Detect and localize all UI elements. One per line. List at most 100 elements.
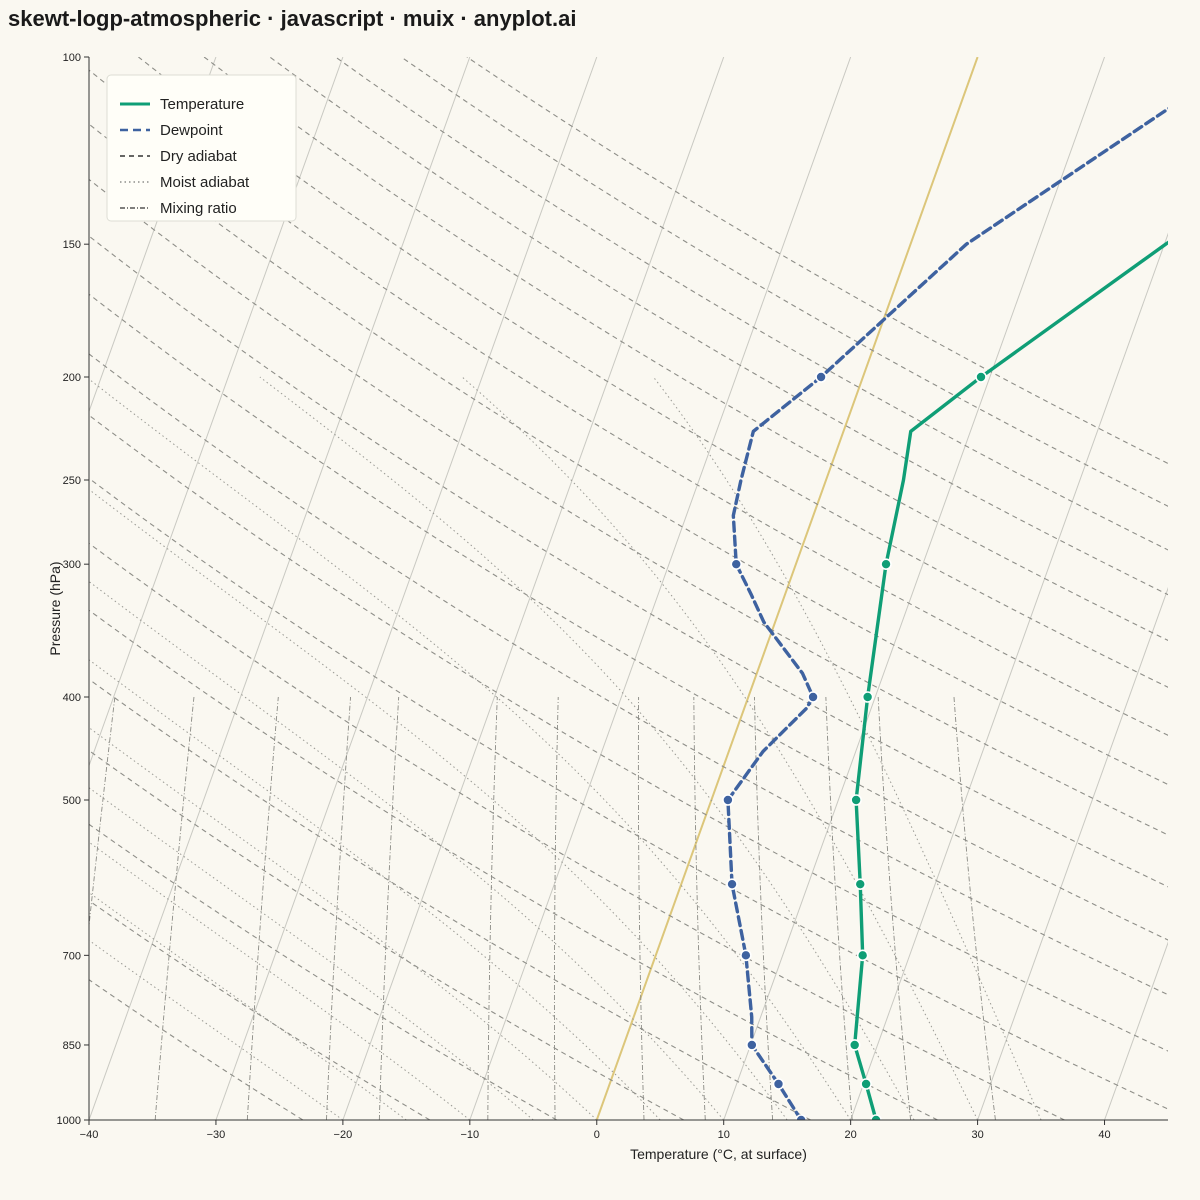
mixing-ratio-line: [246, 696, 279, 1120]
dry-adiabat-line: [89, 609, 938, 1120]
mixing-ratio-line: [553, 696, 559, 1120]
y-tick-label: 300: [63, 559, 81, 571]
dewpoint-point: [726, 878, 738, 890]
isotherm-line: [469, 57, 852, 1120]
y-tick-label: 1000: [57, 1115, 81, 1127]
legend: Temperature Dewpoint Dry adiabat Moist adia…: [106, 74, 297, 222]
moist-adiabat-line: [89, 659, 661, 1120]
isotherm-line: [215, 57, 598, 1120]
y-tick-label: 100: [63, 52, 81, 64]
dry-adiabat-line: [89, 178, 1168, 836]
x-tick-label: −10: [460, 1129, 479, 1141]
temperature-line: [852, 240, 1168, 1120]
x-tick-label: −20: [334, 1129, 353, 1141]
mixing-ratio-line: [825, 696, 853, 1120]
dewpoint-line: [726, 106, 1168, 1120]
dry-adiabat-line: [89, 414, 1168, 1052]
mixing-ratio-line: [693, 696, 706, 1120]
x-tick-label: 20: [845, 1129, 857, 1141]
dewpoint-point: [746, 1039, 758, 1051]
dry-adiabat-line: [269, 57, 1168, 596]
temperature-point: [860, 1078, 872, 1090]
dry-adiabat-line: [89, 899, 431, 1120]
dry-adiabat-line: [89, 477, 1168, 1110]
dry-adiabat-line: [89, 678, 811, 1120]
dewpoint-point: [795, 1114, 807, 1120]
moist-adiabat-line: [89, 580, 725, 1120]
dewpoint-point: [730, 558, 743, 570]
isotherm-line: [89, 57, 344, 768]
dry-adiabat-line: [203, 57, 1168, 642]
background-lines: [89, 57, 1168, 1120]
temperature-point: [848, 1039, 861, 1051]
x-axis-label: Temperature (°C, at surface): [630, 1146, 807, 1162]
dry-adiabat-line: [400, 57, 1168, 507]
legend-label: Mixing ratio: [160, 200, 237, 217]
y-tick-label: 250: [63, 475, 81, 487]
mixing-ratio-line: [953, 696, 996, 1120]
dry-adiabat-line: [89, 353, 1168, 996]
x-tick-label: −30: [207, 1129, 226, 1141]
mixing-ratio-line: [753, 696, 774, 1120]
legend-label: Dewpoint: [160, 122, 223, 139]
mixing-ratio-line: [154, 696, 195, 1120]
mixing-ratio-line: [326, 696, 352, 1120]
temperature-point: [870, 1114, 882, 1120]
isotherm-line: [89, 57, 217, 413]
dry-adiabat-line: [89, 123, 1168, 786]
y-tick-label: 700: [63, 950, 81, 962]
dewpoint-point: [807, 691, 819, 703]
isotherm-line: [595, 57, 979, 1120]
axes: −40 −30 −20 −10 0 10 20 30 40 1000 850 700 500 400 300…: [47, 52, 1168, 1162]
moist-adiabat-line: [89, 939, 344, 1120]
dry-adiabat-line: [89, 293, 1168, 941]
dewpoint-point: [740, 949, 752, 962]
chart-title: skewt-logp-atmospheric · javascript · mu…: [8, 6, 577, 31]
legend-label: Temperature: [160, 96, 244, 113]
dewpoint-point: [772, 1078, 785, 1090]
series-lines: [722, 106, 1168, 1120]
dry-adiabat-line: [89, 542, 1065, 1120]
y-axis-label: Pressure (hPa): [47, 561, 63, 655]
temperature-point: [880, 558, 892, 570]
isotherm-line: [1104, 941, 1168, 1120]
moist-adiabat-line: [89, 378, 852, 1120]
mixing-ratio-line: [637, 696, 645, 1120]
legend-label: Dry adiabat: [160, 148, 238, 165]
y-tick-label: 500: [63, 795, 81, 807]
temperature-point: [850, 794, 862, 806]
temperature-point: [856, 949, 869, 962]
mixing-ratio-line: [89, 696, 116, 930]
mixing-ratio-line: [378, 696, 400, 1120]
x-tick-label: 40: [1098, 1129, 1110, 1141]
dry-adiabat-line: [89, 235, 1168, 888]
x-tick-label: 0: [594, 1129, 600, 1141]
y-tick-label: 200: [63, 372, 81, 384]
moist-adiabat-line: [89, 892, 407, 1120]
temperature-point: [854, 878, 867, 890]
isotherm-line: [342, 57, 725, 1120]
isotherm-line: [723, 57, 1106, 1120]
legend-box: [106, 74, 297, 222]
moist-adiabat-line: [259, 376, 915, 1120]
dewpoint-point: [722, 794, 734, 806]
temperature-point: [861, 691, 874, 703]
dewpoint-point: [815, 371, 827, 383]
isotherm-line: [850, 232, 1168, 1120]
dry-adiabat-line: [89, 749, 684, 1120]
y-tick-label: 150: [63, 239, 81, 251]
dry-adiabat-line: [466, 57, 1168, 465]
dry-adiabat-line: [89, 979, 304, 1120]
x-tick-label: 10: [718, 1129, 730, 1141]
x-tick-label: −40: [80, 1129, 99, 1141]
moist-adiabat-line: [653, 376, 1042, 1120]
y-tick-label: 400: [63, 692, 81, 704]
dry-adiabat-line: [89, 69, 1168, 736]
y-tick-label: 850: [63, 1040, 81, 1052]
x-tick-label: 30: [971, 1129, 983, 1141]
mixing-ratio-line: [487, 696, 498, 1120]
moist-adiabat-line: [89, 727, 598, 1120]
temperature-point: [975, 371, 987, 383]
dry-adiabat-line: [335, 57, 1168, 551]
